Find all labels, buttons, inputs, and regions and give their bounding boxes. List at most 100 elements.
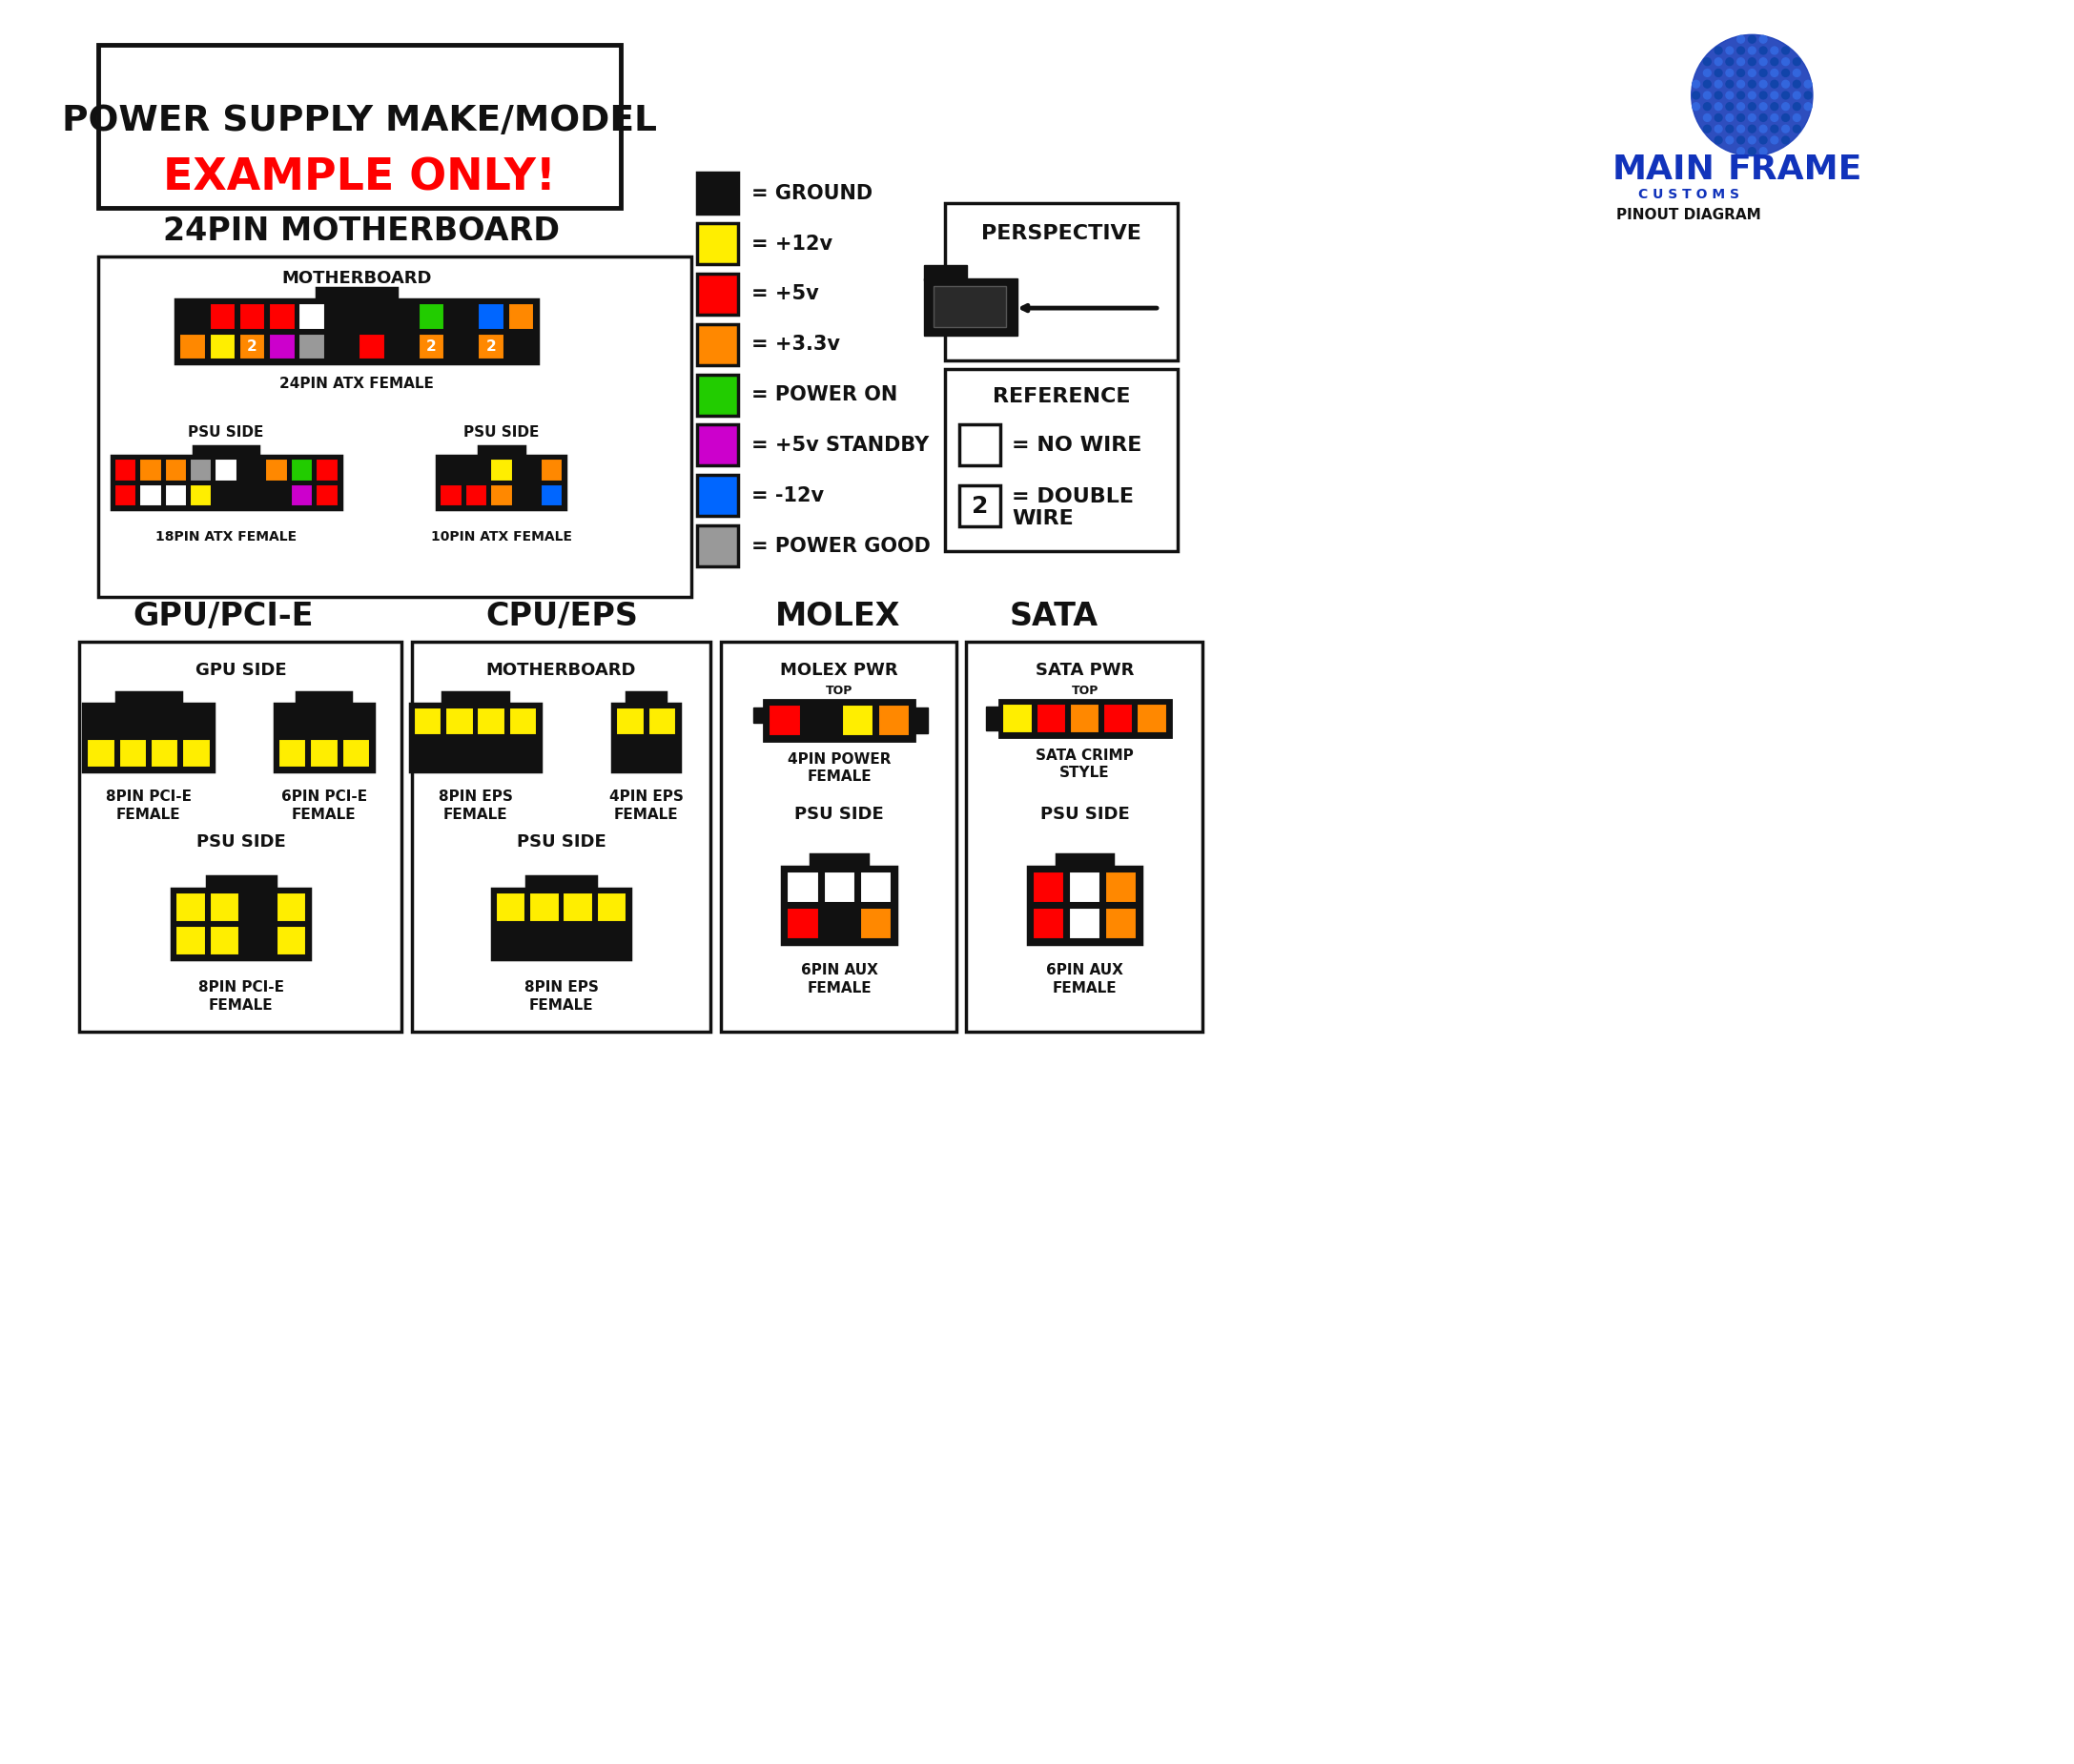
Bar: [1056, 854, 1114, 866]
Circle shape: [1748, 136, 1757, 145]
Circle shape: [1726, 69, 1734, 76]
Bar: [342, 739, 369, 767]
Text: PERSPECTIVE: PERSPECTIVE: [981, 224, 1141, 243]
Circle shape: [1782, 48, 1790, 55]
Bar: [529, 893, 560, 923]
Bar: [239, 333, 265, 360]
Text: SATA: SATA: [1010, 600, 1099, 632]
Text: 8PIN PCI-E: 8PIN PCI-E: [199, 981, 284, 995]
Bar: [697, 526, 738, 566]
Bar: [317, 288, 396, 300]
Bar: [189, 459, 212, 482]
Bar: [861, 871, 892, 903]
Bar: [180, 303, 205, 330]
Text: = DOUBLE: = DOUBLE: [1012, 487, 1134, 506]
Bar: [842, 704, 873, 736]
Bar: [265, 459, 288, 482]
Bar: [116, 691, 180, 704]
Circle shape: [1804, 81, 1813, 88]
Bar: [946, 369, 1178, 550]
Circle shape: [1759, 102, 1767, 109]
Circle shape: [1715, 125, 1721, 132]
Bar: [1070, 704, 1099, 734]
Circle shape: [1692, 102, 1701, 109]
Text: 18PIN ATX FEMALE: 18PIN ATX FEMALE: [156, 529, 297, 543]
Text: MOTHERBOARD: MOTHERBOARD: [282, 270, 431, 288]
Bar: [496, 926, 525, 956]
Circle shape: [1703, 115, 1711, 122]
Bar: [541, 483, 562, 506]
Circle shape: [1715, 92, 1721, 99]
Bar: [477, 739, 506, 767]
Bar: [276, 926, 307, 956]
Circle shape: [1726, 92, 1734, 99]
Bar: [265, 483, 288, 506]
Bar: [118, 707, 147, 736]
Bar: [811, 854, 867, 866]
Circle shape: [1738, 102, 1744, 109]
Text: FEMALE: FEMALE: [209, 998, 274, 1013]
Bar: [359, 303, 386, 330]
Circle shape: [1771, 125, 1777, 132]
Bar: [877, 704, 910, 736]
Circle shape: [1794, 81, 1800, 88]
Bar: [176, 926, 205, 956]
Circle shape: [1726, 81, 1734, 88]
Bar: [933, 286, 1006, 326]
Text: PINOUT DIAGRAM: PINOUT DIAGRAM: [1616, 208, 1761, 222]
Circle shape: [1794, 58, 1800, 65]
Bar: [753, 707, 763, 723]
Circle shape: [1748, 102, 1757, 109]
Text: 6PIN AUX: 6PIN AUX: [1045, 963, 1124, 977]
Bar: [496, 893, 525, 923]
Circle shape: [1726, 125, 1734, 132]
Bar: [1105, 871, 1137, 903]
Circle shape: [1738, 148, 1744, 155]
Bar: [647, 739, 676, 767]
Bar: [413, 739, 442, 767]
Text: FEMALE: FEMALE: [614, 808, 678, 822]
Bar: [1105, 908, 1137, 940]
Circle shape: [1715, 69, 1721, 76]
Bar: [448, 333, 475, 360]
Circle shape: [1692, 35, 1813, 155]
Circle shape: [1738, 48, 1744, 55]
Bar: [189, 483, 212, 506]
Circle shape: [1759, 35, 1767, 42]
Bar: [315, 459, 338, 482]
Bar: [276, 893, 307, 923]
Text: FEMALE: FEMALE: [1052, 981, 1118, 995]
Circle shape: [1748, 115, 1757, 122]
Circle shape: [1748, 148, 1757, 155]
Bar: [97, 258, 691, 598]
Bar: [477, 707, 506, 736]
Bar: [164, 459, 187, 482]
Text: FEMALE: FEMALE: [529, 998, 593, 1013]
Circle shape: [1782, 92, 1790, 99]
Bar: [697, 374, 738, 415]
Bar: [915, 707, 927, 734]
Text: FRAME: FRAME: [1728, 153, 1862, 187]
Bar: [508, 303, 535, 330]
Text: FEMALE: FEMALE: [444, 808, 508, 822]
Bar: [508, 707, 537, 736]
Text: MAIN: MAIN: [1611, 153, 1715, 187]
Text: FEMALE: FEMALE: [807, 981, 871, 995]
Circle shape: [1748, 69, 1757, 76]
Bar: [83, 704, 214, 771]
Text: C U S T O M S: C U S T O M S: [1638, 187, 1740, 201]
Bar: [97, 44, 620, 208]
Bar: [278, 739, 307, 767]
Bar: [1068, 908, 1101, 940]
Text: EXAMPLE ONLY!: EXAMPLE ONLY!: [164, 157, 556, 199]
Bar: [597, 926, 626, 956]
Circle shape: [1715, 115, 1721, 122]
Bar: [176, 893, 205, 923]
Bar: [597, 893, 626, 923]
Text: FEMALE: FEMALE: [116, 808, 180, 822]
Bar: [823, 908, 854, 940]
Text: MOLEX: MOLEX: [776, 600, 900, 632]
Bar: [290, 459, 313, 482]
Bar: [786, 908, 819, 940]
Bar: [419, 333, 444, 360]
